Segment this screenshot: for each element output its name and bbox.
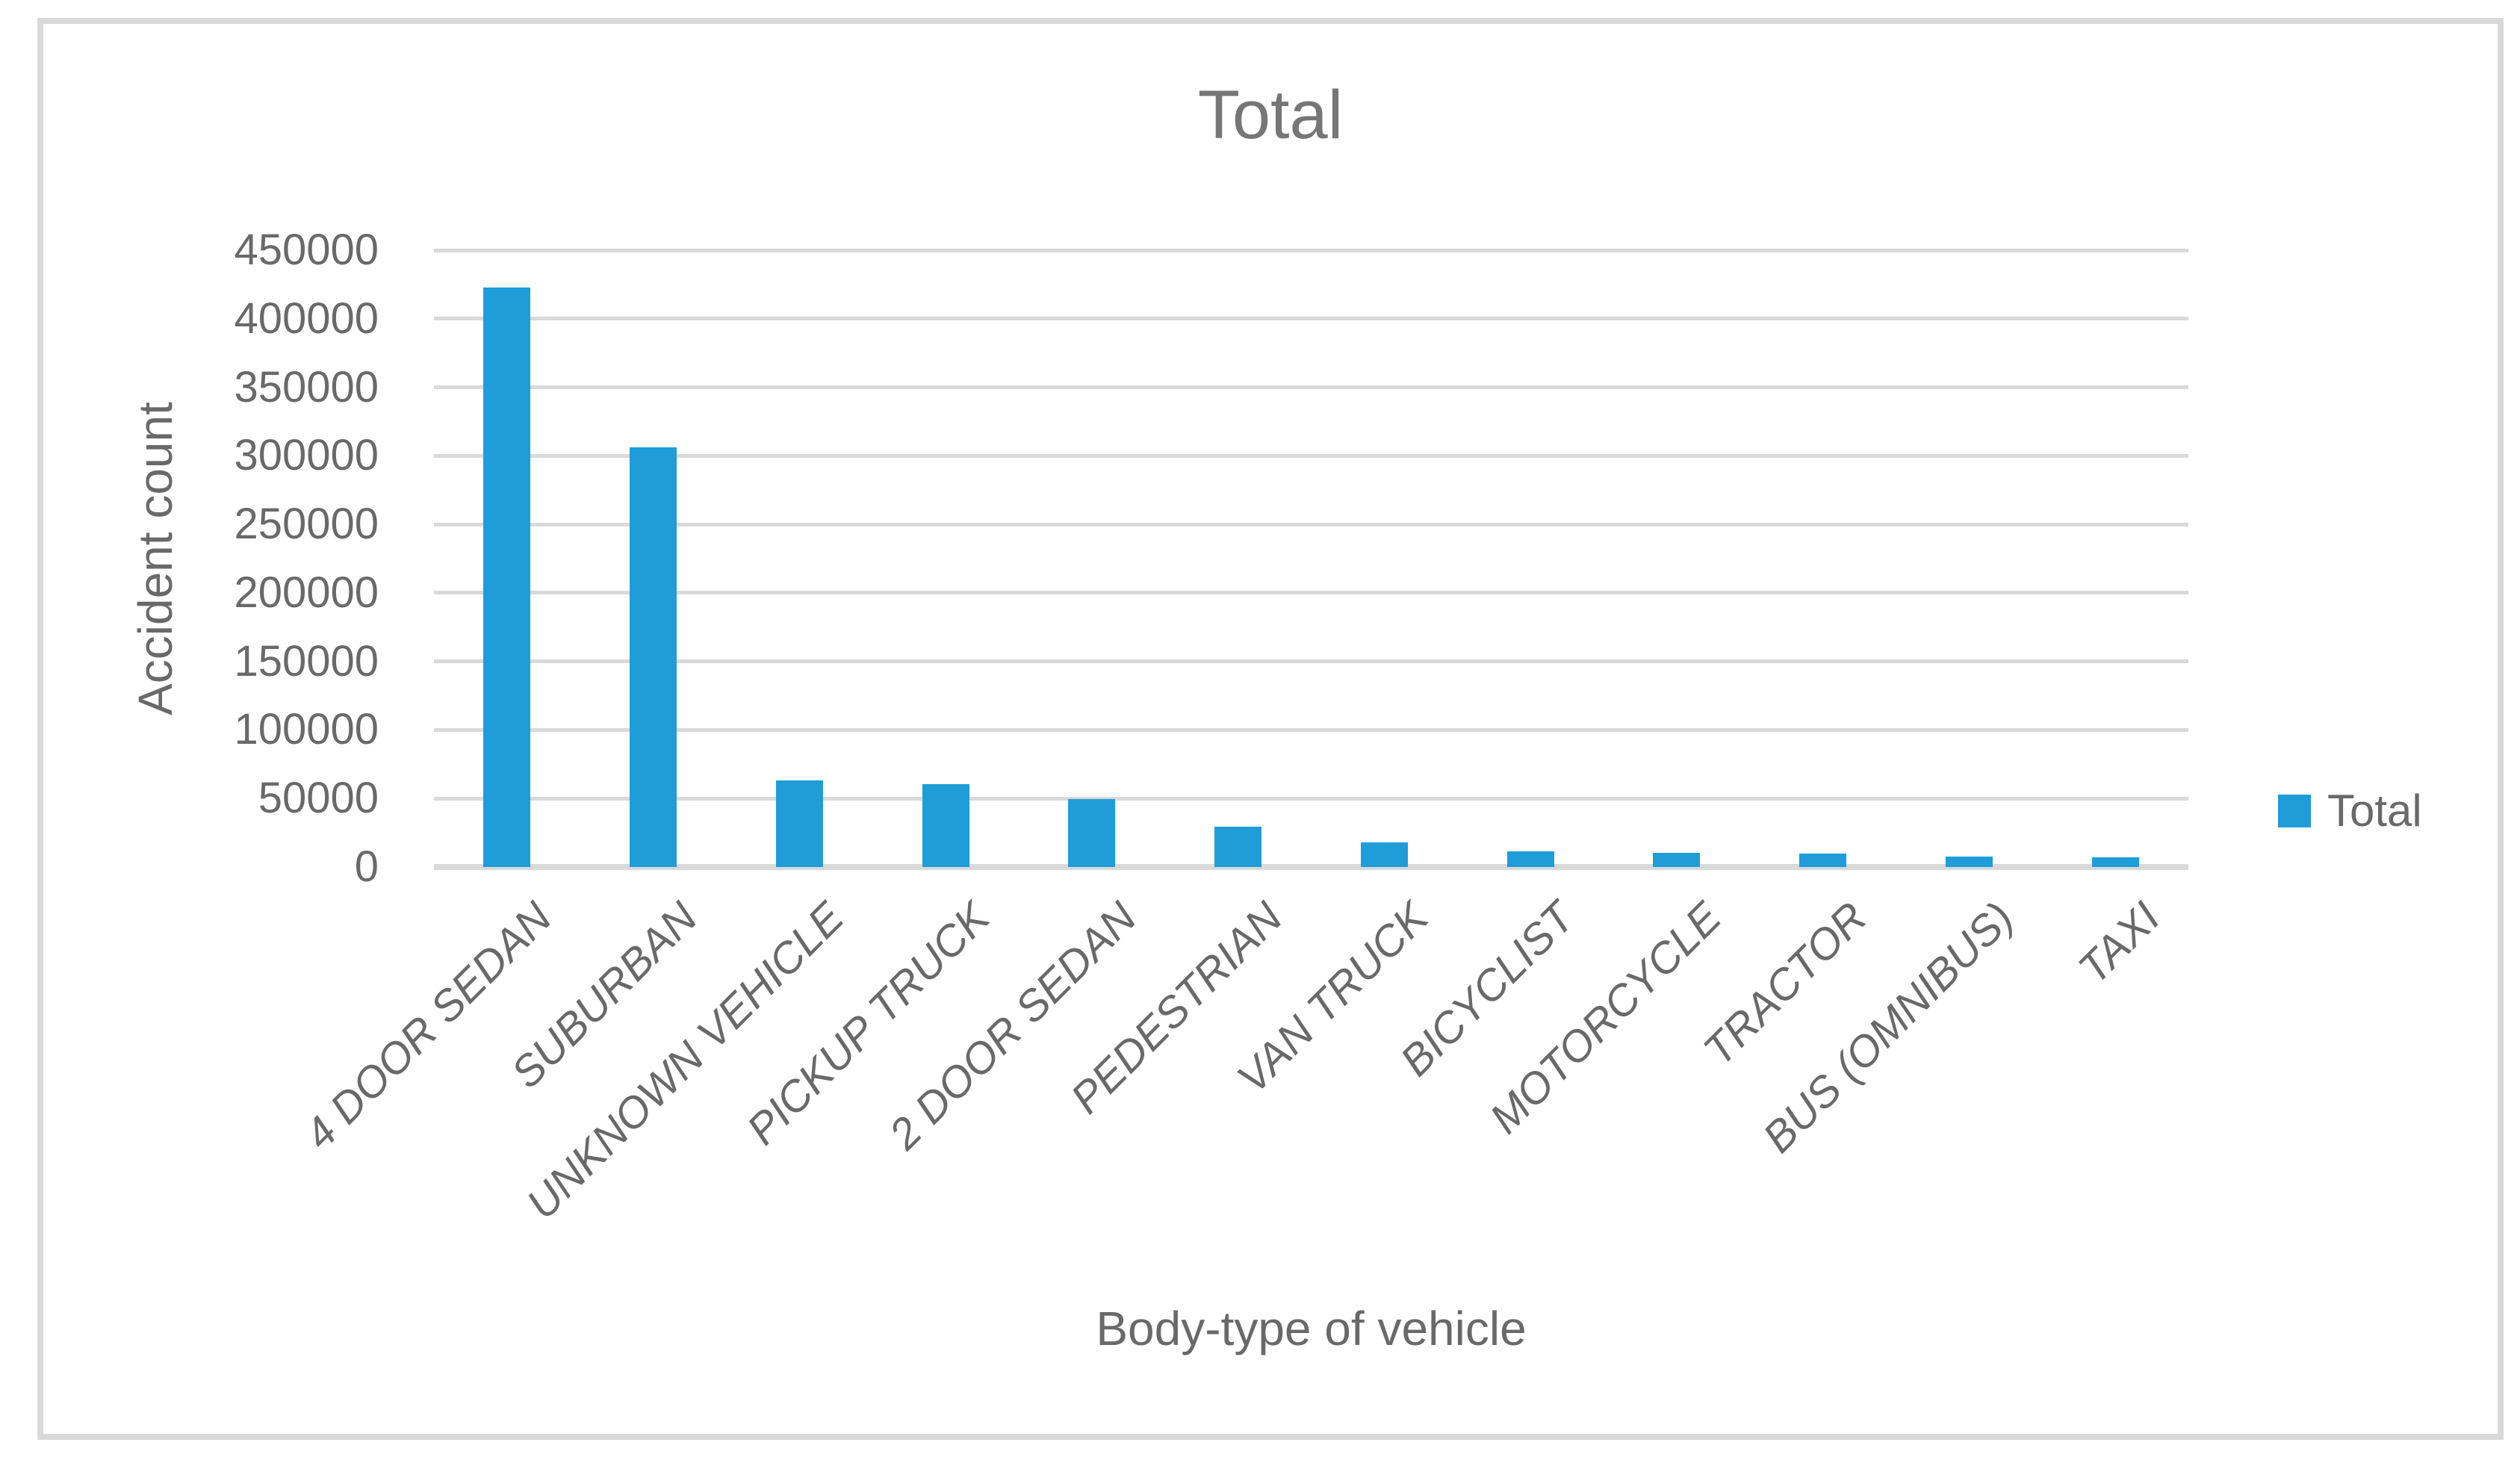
- y-tick-label-350000: 350000: [234, 362, 379, 411]
- bar-4-door-sedan: [483, 287, 531, 867]
- gridline-150000: [434, 659, 2188, 664]
- bar-unknown-vehicle: [775, 780, 823, 867]
- bar-pedestrian: [1214, 826, 1262, 867]
- bar-taxi: [2091, 857, 2139, 867]
- legend-label: Total: [2327, 786, 2422, 836]
- bar-van-truck: [1360, 842, 1408, 867]
- bar-2-door-sedan: [1068, 799, 1116, 867]
- bar-bicyclist: [1506, 851, 1554, 867]
- x-axis-line: [434, 864, 2188, 870]
- y-tick-label-200000: 200000: [234, 568, 379, 617]
- gridline-50000: [434, 796, 2188, 801]
- y-tick-label-400000: 400000: [234, 293, 379, 343]
- y-tick-label-50000: 50000: [258, 774, 379, 823]
- x-axis-title: Body-type of vehicle: [1096, 1302, 1527, 1355]
- gridline-100000: [434, 727, 2188, 732]
- y-tick-label-150000: 150000: [234, 636, 379, 686]
- y-tick-label-100000: 100000: [234, 705, 379, 754]
- gridline-300000: [434, 453, 2188, 458]
- gridline-250000: [434, 522, 2188, 526]
- gridline-400000: [434, 317, 2188, 321]
- gridline-450000: [434, 248, 2188, 252]
- legend: Total: [2278, 784, 2422, 838]
- bar-bus-omnibus: [1945, 857, 1993, 867]
- bar-suburban: [630, 447, 677, 867]
- bar-tractor: [1799, 854, 1847, 867]
- chart-title: Total: [1197, 77, 1344, 153]
- y-tick-label-250000: 250000: [234, 500, 379, 549]
- gridline-200000: [434, 591, 2188, 595]
- bar-pickup-truck: [922, 783, 969, 867]
- gridline-350000: [434, 385, 2188, 390]
- legend-swatch-icon: [2278, 795, 2311, 827]
- y-tick-label-450000: 450000: [234, 226, 379, 274]
- y-tick-label-300000: 300000: [234, 431, 379, 480]
- y-tick-label-0: 0: [354, 842, 379, 891]
- bar-motorcycle: [1653, 852, 1701, 867]
